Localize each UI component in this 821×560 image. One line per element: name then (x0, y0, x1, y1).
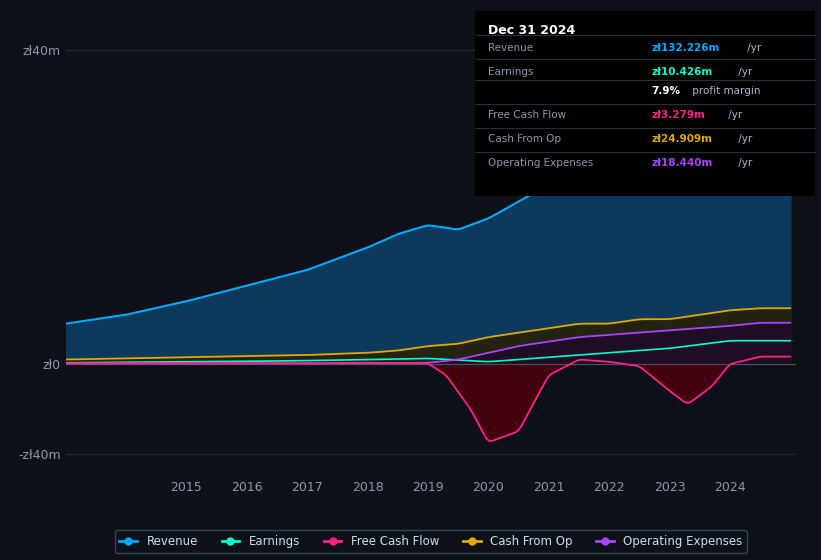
Text: zł10.426m: zł10.426m (652, 67, 713, 77)
Text: Operating Expenses: Operating Expenses (488, 158, 594, 168)
Text: zł132.226m: zł132.226m (652, 43, 720, 53)
Text: zł18.440m: zł18.440m (652, 158, 713, 168)
Text: /yr: /yr (744, 43, 761, 53)
Text: Dec 31 2024: Dec 31 2024 (488, 24, 576, 37)
Text: Cash From Op: Cash From Op (488, 134, 562, 144)
Text: zł3.279m: zł3.279m (652, 110, 705, 120)
Text: Revenue: Revenue (488, 43, 534, 53)
Text: /yr: /yr (735, 158, 752, 168)
Text: /yr: /yr (735, 134, 752, 144)
Text: /yr: /yr (725, 110, 742, 120)
Text: zł24.909m: zł24.909m (652, 134, 713, 144)
Text: 7.9%: 7.9% (652, 86, 681, 96)
Text: profit margin: profit margin (689, 86, 760, 96)
Text: Free Cash Flow: Free Cash Flow (488, 110, 566, 120)
Text: /yr: /yr (735, 67, 752, 77)
Legend: Revenue, Earnings, Free Cash Flow, Cash From Op, Operating Expenses: Revenue, Earnings, Free Cash Flow, Cash … (115, 530, 747, 553)
Text: Earnings: Earnings (488, 67, 534, 77)
